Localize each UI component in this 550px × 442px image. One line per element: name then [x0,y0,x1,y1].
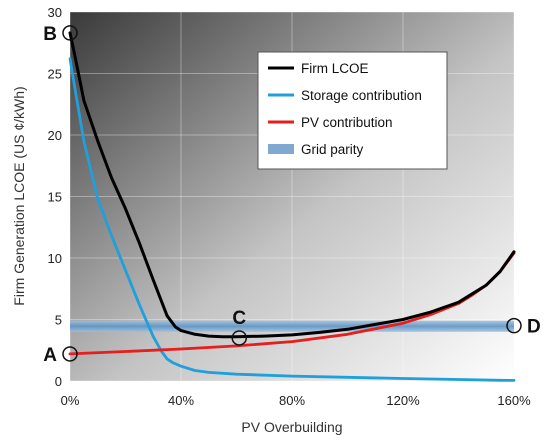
grid-parity-band [70,320,514,332]
x-tick-label: 160% [497,393,531,408]
point-d-label: D [527,317,541,338]
y-tick-label: 25 [48,67,62,82]
x-tick-label: 40% [168,393,194,408]
series-layer [68,31,516,382]
y-tick-label: 10 [48,251,62,266]
y-tick-label: 15 [48,190,62,205]
point-d-marker [506,317,522,334]
legend: Firm LCOE Storage contribution PV contribu… [257,51,448,170]
x-tick-label: 80% [279,393,305,408]
legend-label-storage-contribution: Storage contribution [301,88,422,103]
legend-label-firm-lcoe: Firm LCOE [301,61,369,76]
x-tick-label: 120% [386,393,420,408]
point-a-label: A [43,345,57,366]
band-layer [70,320,514,332]
y-tick-label: 20 [48,128,62,143]
legend-label-grid-parity: Grid parity [301,142,364,157]
y-tick-label: 30 [48,5,62,20]
firm-lcoe-line [68,31,516,339]
tick-labels: 0% 40% 80% 120% 160% 0 5 10 15 20 25 30 [48,5,532,408]
legend-label-pv-contribution: PV contribution [301,115,393,130]
y-axis-title: Firm Generation LCOE (US ¢/kWh) [11,86,27,305]
storage-contribution-line [68,57,516,382]
legend-swatch-grid-parity [268,144,294,154]
point-b-marker [62,25,78,41]
point-c-marker [231,330,248,346]
points-layer: A B C D [43,24,540,366]
x-axis-title: PV Overbuilding [241,419,342,435]
point-a-marker [62,346,78,362]
point-b-label: B [43,24,57,45]
y-tick-label: 5 [55,313,62,328]
x-tick-label: 0% [61,393,80,408]
y-tick-label: 0 [55,374,62,389]
point-c-label: C [232,308,246,329]
